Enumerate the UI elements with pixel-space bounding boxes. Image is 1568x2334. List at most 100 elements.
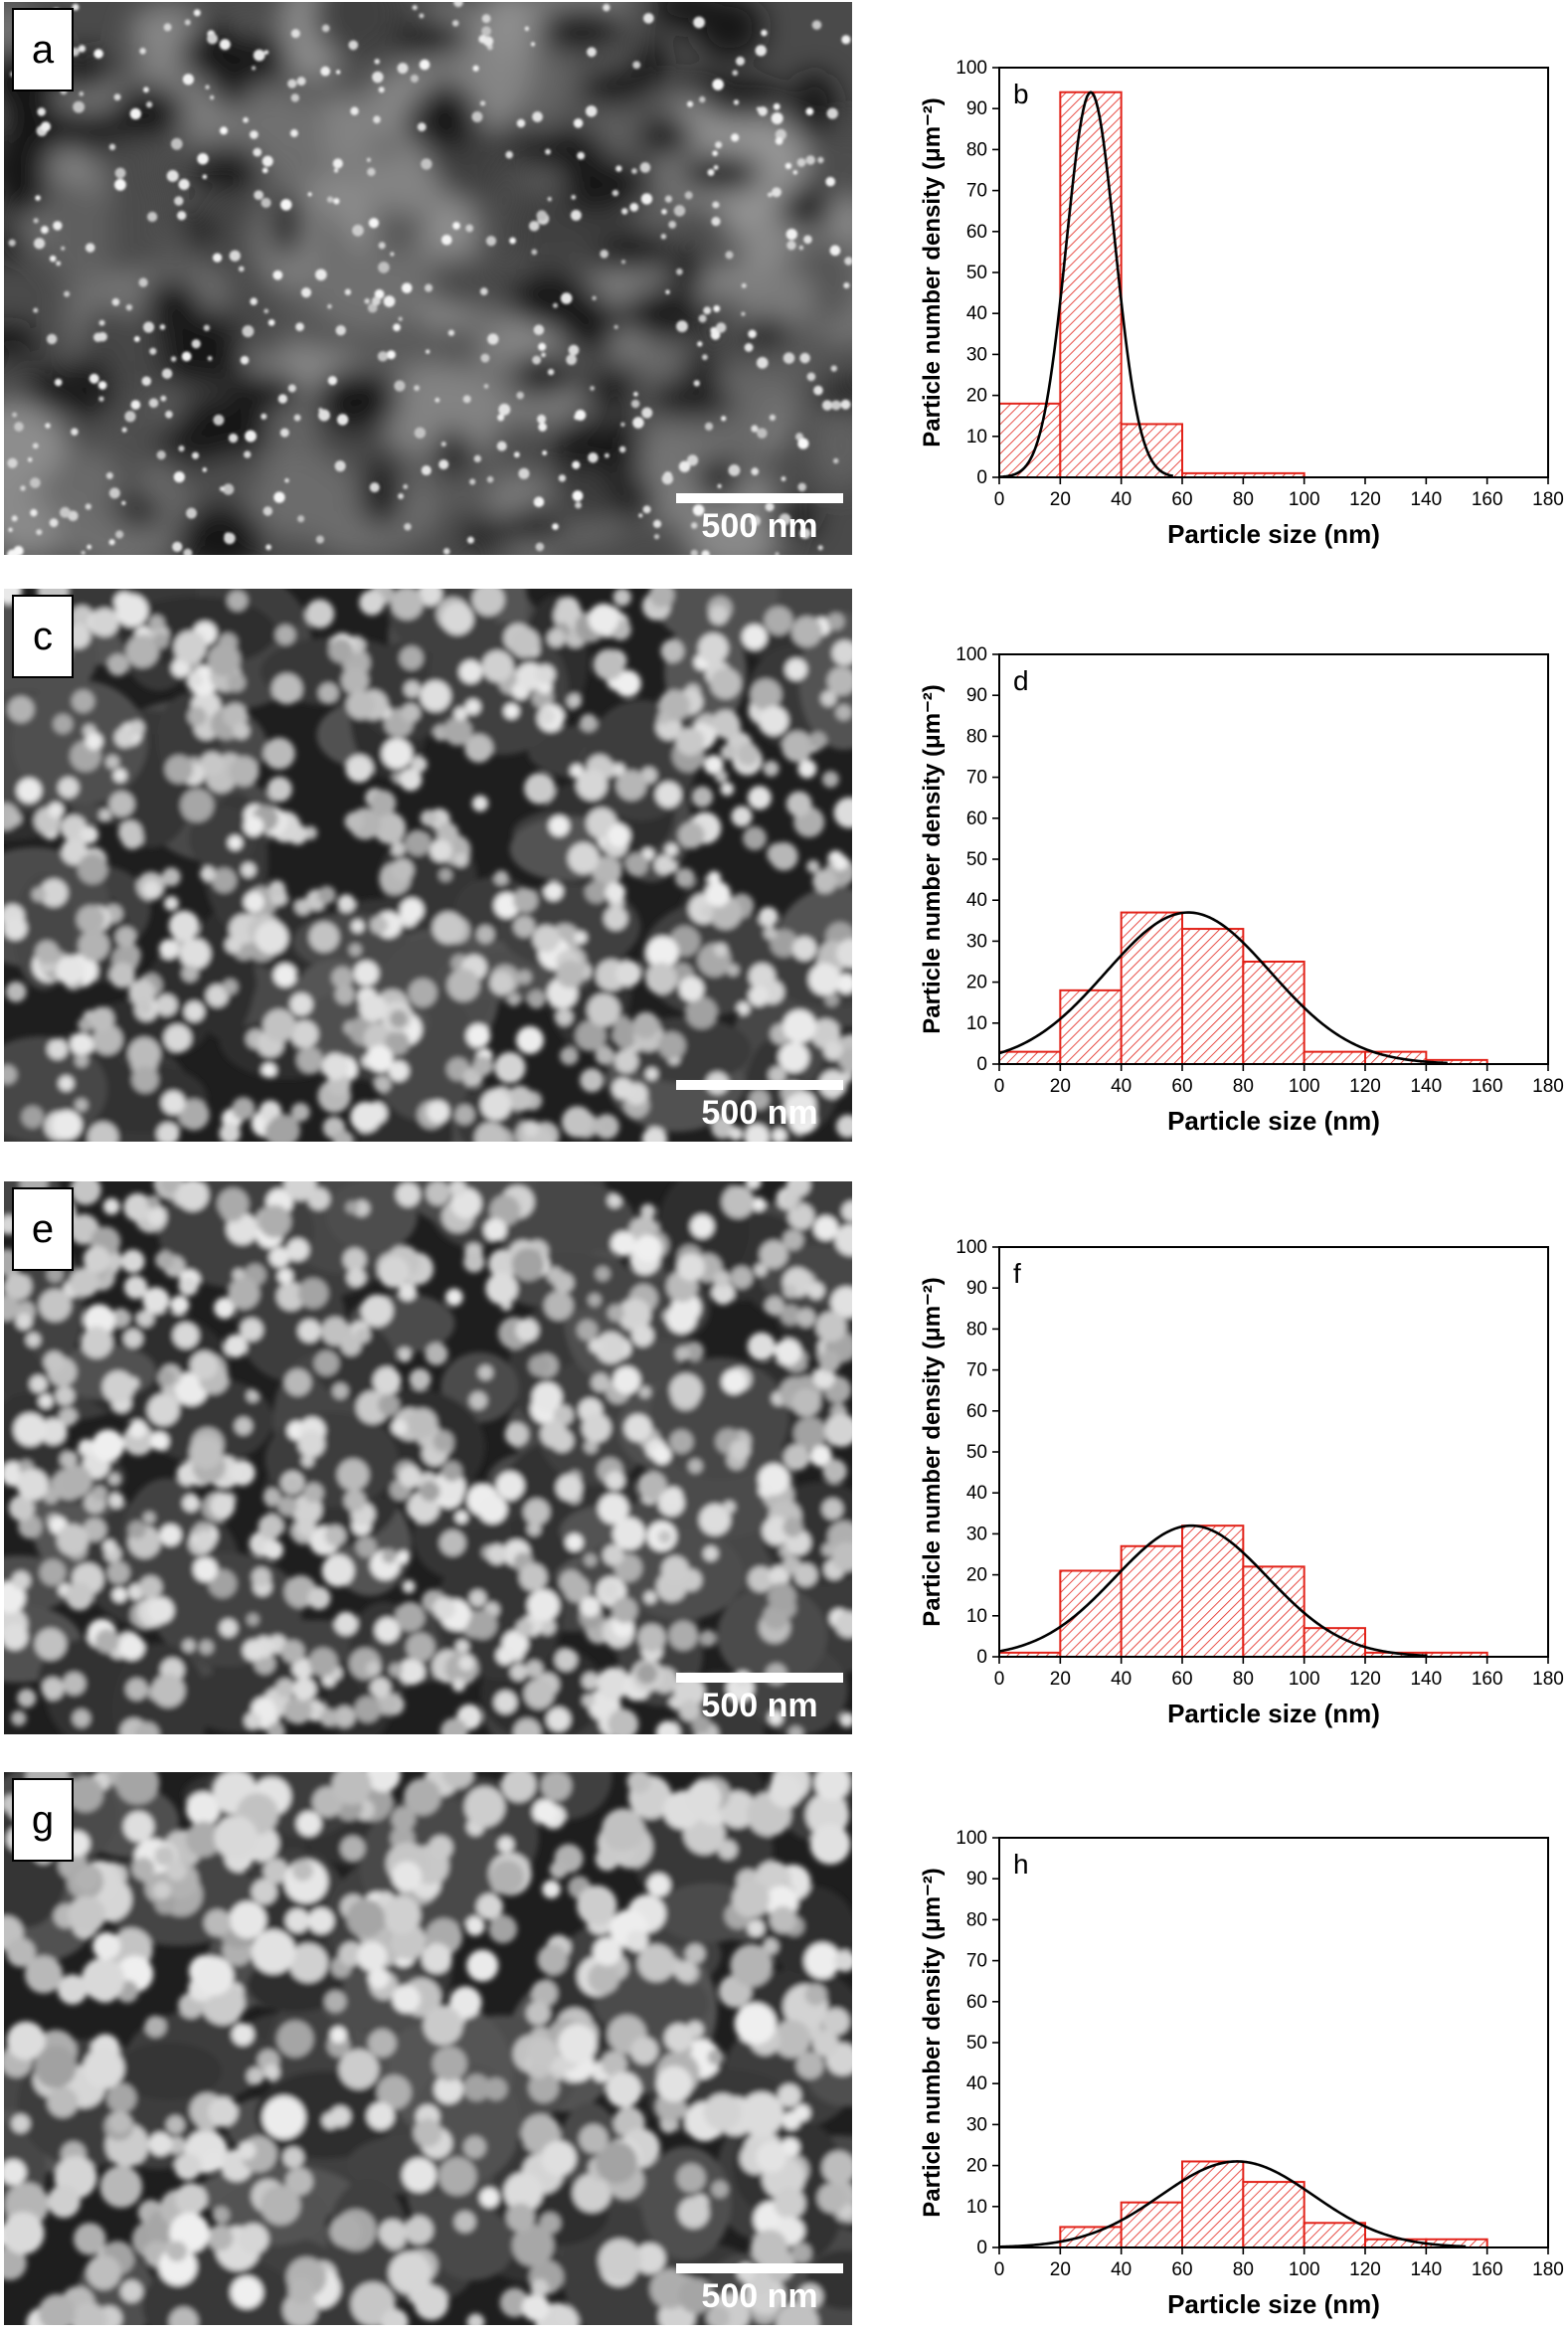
x-tick-label: 0 (994, 1669, 1005, 1690)
y-tick-label: 90 (966, 685, 987, 706)
x-tick-label: 100 (1289, 1076, 1320, 1097)
histogram-bar (1303, 1050, 1366, 1066)
y-tick-label: 50 (966, 849, 987, 870)
x-tick-label: 80 (1233, 2259, 1254, 2280)
sem-image-a: a 500 nm (4, 2, 852, 555)
histogram-d: 0 20 40 60 80 100 120 140 160 180 0 10 20 30 40 50 60 70 8… (910, 609, 1568, 1146)
gaussian-fit-line (998, 1524, 1428, 1658)
y-tick-label: 30 (966, 1524, 987, 1544)
chart-panel-label: b (1013, 79, 1029, 109)
x-tick-label: 140 (1410, 2259, 1442, 2280)
x-tick-label: 180 (1532, 1669, 1564, 1690)
y-tick-label: 0 (976, 1054, 987, 1075)
y-tick-label: 10 (966, 1013, 987, 1034)
y-tick-label: 50 (966, 2033, 987, 2054)
histogram-bar (998, 1050, 1062, 1066)
y-tick-label: 90 (966, 98, 987, 119)
gaussian-fit-line (998, 2160, 1467, 2248)
x-tick-label: 180 (1532, 2259, 1564, 2280)
scale-bar-label: 500 nm (701, 507, 818, 545)
scale-bar (676, 493, 843, 503)
y-tick-label: 20 (966, 386, 987, 407)
chart-panel-label: h (1013, 1849, 1029, 1880)
histogram-bar (1059, 90, 1123, 478)
y-tick-label: 20 (966, 1565, 987, 1586)
x-tick-label: 120 (1349, 1076, 1381, 1097)
scale-bar (676, 1673, 843, 1683)
y-tick-label: 30 (966, 2114, 987, 2135)
x-tick-label: 160 (1472, 2259, 1503, 2280)
y-tick-label: 20 (966, 973, 987, 993)
sem-image-g: g 500 nm (4, 1772, 852, 2325)
y-tick-label: 80 (966, 726, 987, 747)
sem-texture (4, 1772, 852, 2325)
histogram-bar (1059, 1569, 1123, 1659)
histogram-bar (1303, 2222, 1366, 2248)
panel-row-cd: c 500 nm 0 20 40 60 80 100 120 140 160 180 0 10 20 30… (0, 589, 1568, 1146)
y-tick-label: 90 (966, 1869, 987, 1889)
histogram-bar (1059, 988, 1123, 1065)
y-tick-label: 0 (976, 467, 987, 488)
scale-bar-label: 500 nm (701, 1094, 818, 1132)
x-tick-label: 40 (1111, 2259, 1132, 2280)
x-tick-label: 0 (994, 1076, 1005, 1097)
y-tick-label: 80 (966, 139, 987, 160)
panel-row-ab: a 500 nm 0 20 40 60 80 100 120 140 160 180 0 10 20 30… (0, 2, 1568, 559)
x-tick-label: 60 (1171, 2259, 1192, 2280)
histogram-bar (1242, 1565, 1306, 1658)
sem-texture (4, 1181, 852, 1734)
sem-nanoparticles (7, 2, 852, 555)
x-tick-label: 140 (1410, 489, 1442, 510)
x-tick-label: 40 (1111, 1076, 1132, 1097)
x-tick-label: 140 (1410, 1669, 1442, 1690)
x-tick-label: 0 (994, 489, 1005, 510)
y-tick-label: 30 (966, 931, 987, 952)
image-label-a: a (12, 8, 74, 91)
y-tick-label: 100 (956, 1237, 987, 1258)
y-tick-label: 30 (966, 344, 987, 365)
y-tick-label: 70 (966, 1951, 987, 1972)
scale-bar (676, 2263, 843, 2273)
x-tick-label: 80 (1233, 1076, 1254, 1097)
histogram-bar (1059, 2226, 1123, 2248)
x-tick-label: 100 (1289, 1669, 1320, 1690)
y-tick-label: 10 (966, 1606, 987, 1627)
y-axis-label: Particle number density (μm⁻²) (919, 684, 946, 1033)
x-tick-label: 60 (1171, 489, 1192, 510)
histogram-f: 0 20 40 60 80 100 120 140 160 180 0 10 20 30 40 50 60 70 8… (910, 1201, 1568, 1738)
y-tick-label: 90 (966, 1278, 987, 1299)
y-tick-label: 10 (966, 427, 987, 448)
histogram-bar (1120, 2201, 1184, 2248)
x-axis-label: Particle size (nm) (1167, 1699, 1380, 1728)
y-tick-label: 50 (966, 263, 987, 283)
histogram-bar (1181, 928, 1245, 1066)
y-tick-label: 60 (966, 1992, 987, 2013)
x-axis-label: Particle size (nm) (1167, 2289, 1380, 2319)
x-tick-label: 120 (1349, 1669, 1381, 1690)
x-tick-label: 120 (1349, 489, 1381, 510)
image-label-g: g (12, 1778, 74, 1862)
x-tick-label: 20 (1050, 1076, 1071, 1097)
y-tick-label: 60 (966, 222, 987, 243)
x-tick-label: 180 (1532, 1076, 1564, 1097)
histogram-bar (1120, 423, 1184, 479)
y-tick-label: 100 (956, 1828, 987, 1849)
gaussian-fit-line (998, 911, 1448, 1065)
y-tick-label: 100 (956, 58, 987, 79)
x-tick-label: 40 (1111, 1669, 1132, 1690)
y-tick-label: 100 (956, 644, 987, 665)
image-label-c: c (12, 595, 74, 678)
scale-bar (676, 1080, 843, 1090)
y-axis-label: Particle number density (μm⁻²) (919, 1868, 946, 2217)
y-tick-label: 80 (966, 1909, 987, 1930)
panel-row-ef: e 500 nm 0 20 40 60 80 100 120 140 160 180 0 10 20 30… (0, 1181, 1568, 1738)
sem-image-c: c 500 nm (4, 589, 852, 1142)
x-tick-label: 100 (1289, 489, 1320, 510)
y-axis-label: Particle number density (μm⁻²) (919, 1277, 946, 1626)
x-tick-label: 0 (994, 2259, 1005, 2280)
x-axis-label: Particle size (nm) (1167, 1106, 1380, 1136)
x-tick-label: 160 (1472, 1076, 1503, 1097)
x-tick-label: 20 (1050, 489, 1071, 510)
x-tick-label: 100 (1289, 2259, 1320, 2280)
x-tick-label: 180 (1532, 489, 1564, 510)
